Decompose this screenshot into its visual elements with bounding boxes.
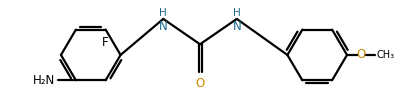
Text: N: N bbox=[232, 20, 241, 33]
Text: H: H bbox=[159, 8, 167, 18]
Text: CH₃: CH₃ bbox=[376, 50, 394, 60]
Text: N: N bbox=[158, 20, 167, 33]
Text: O: O bbox=[195, 77, 204, 90]
Text: H₂N: H₂N bbox=[33, 74, 55, 87]
Text: O: O bbox=[356, 48, 364, 61]
Text: F: F bbox=[102, 36, 109, 49]
Text: H: H bbox=[232, 8, 240, 18]
